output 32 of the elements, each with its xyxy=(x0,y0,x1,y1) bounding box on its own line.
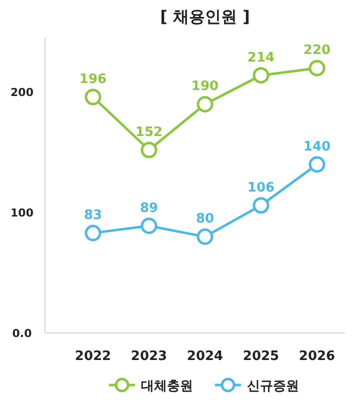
point xyxy=(84,88,102,106)
x-tick-label: 2025 xyxy=(242,349,280,364)
data-label: 220 xyxy=(303,43,331,58)
point xyxy=(308,60,326,76)
data-label: 106 xyxy=(247,180,275,196)
x-tick-label: 2024 xyxy=(186,349,224,364)
data-label: 140 xyxy=(303,139,331,154)
point xyxy=(252,67,270,84)
x-tick-label: 2026 xyxy=(298,349,336,364)
legend-label: 대체충원 xyxy=(141,379,193,394)
y-tick-label: 100 xyxy=(10,206,34,220)
legend-label: 신규증원 xyxy=(247,379,299,394)
data-label: 190 xyxy=(191,79,219,94)
data-label: 152 xyxy=(135,124,163,140)
point xyxy=(252,197,270,214)
y-tick-label: 0.0 xyxy=(12,327,32,340)
x-tick-label: 2023 xyxy=(130,349,168,364)
point xyxy=(196,228,214,245)
data-label: 80 xyxy=(196,212,214,227)
data-label: 196 xyxy=(79,72,107,87)
point xyxy=(308,156,326,173)
x-tick-label: 2022 xyxy=(74,349,112,364)
신규증원: 83 89 80 106 140 xyxy=(84,139,331,245)
point xyxy=(84,224,102,242)
data-label: 83 xyxy=(84,208,102,224)
point xyxy=(140,218,158,234)
data-label: 214 xyxy=(247,50,275,66)
data-label: 89 xyxy=(140,200,158,216)
point xyxy=(196,96,214,112)
chart-title: [ 채용인원 ] xyxy=(160,7,250,26)
point xyxy=(140,142,158,158)
y-tick-label: 200 xyxy=(10,86,34,100)
